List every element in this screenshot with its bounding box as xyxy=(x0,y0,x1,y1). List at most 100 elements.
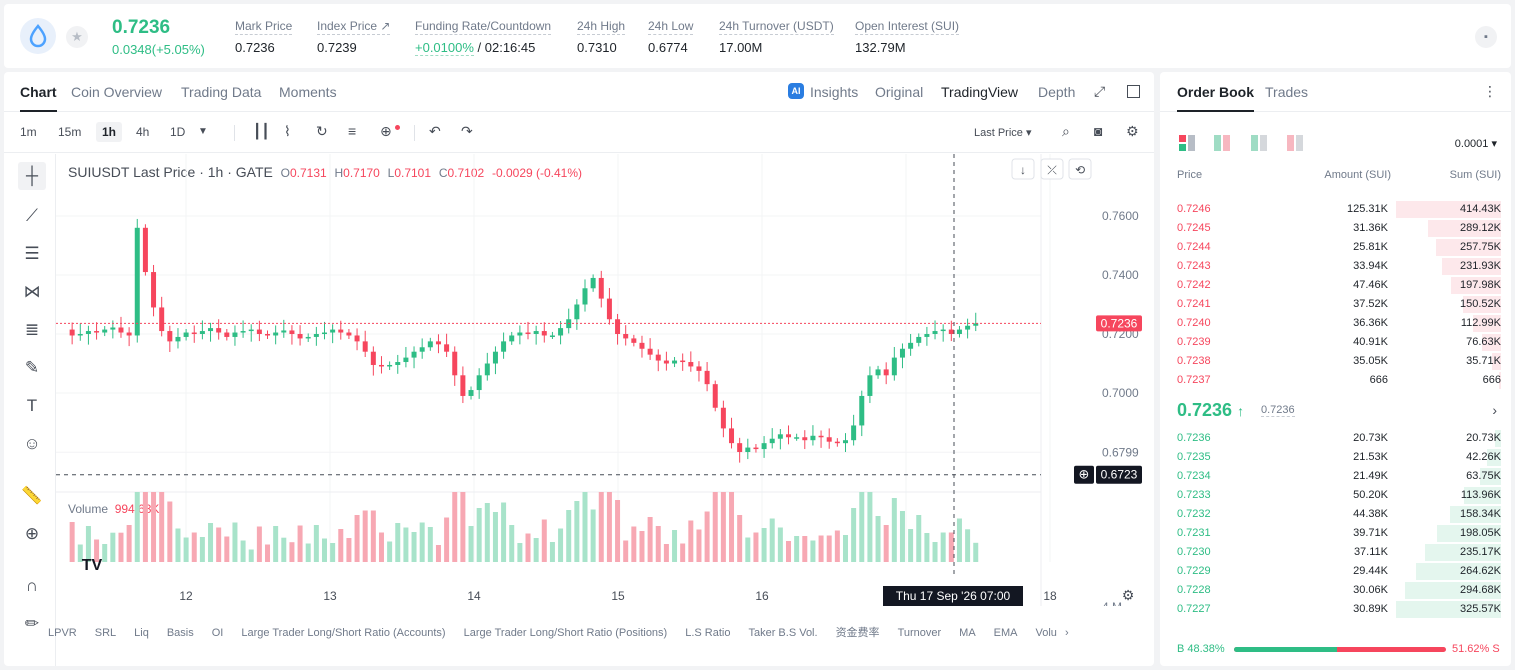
timeframe-1h[interactable]: 1h xyxy=(96,122,123,142)
tab-order-book[interactable]: Order Book xyxy=(1177,84,1255,112)
indicator-srl[interactable]: SRL xyxy=(94,627,117,639)
order-book-row[interactable]: 0.7239 40.91K 76.63K xyxy=(1160,333,1511,352)
layout-asks-icon[interactable] xyxy=(1287,135,1303,156)
indicator-ls-ratio[interactable]: L.S Ratio xyxy=(685,627,731,639)
search-icon[interactable]: ⌕ xyxy=(1062,123,1070,139)
favorite-star-icon[interactable]: ★ xyxy=(66,26,88,48)
row-amount: 50.20K xyxy=(1353,489,1388,501)
order-book-row[interactable]: 0.7232 44.38K 158.34K xyxy=(1160,505,1511,524)
book-icon[interactable]: ▪ xyxy=(1475,26,1497,48)
index-price-stat[interactable]: Index Price ↗ 0.7239 xyxy=(317,19,391,55)
replay-icon[interactable]: ↻ xyxy=(316,123,328,139)
order-book-row[interactable]: 0.7228 30.06K 294.68K xyxy=(1160,581,1511,600)
indicator-basis[interactable]: Basis xyxy=(166,627,194,639)
indicator-ma[interactable]: MA xyxy=(959,627,976,639)
chevron-down-icon[interactable]: ▼ xyxy=(198,126,208,137)
fib-icon[interactable]: ≣ xyxy=(24,320,40,339)
timeframe-1d[interactable]: 1D xyxy=(170,125,186,139)
ruler-icon[interactable]: 📏 xyxy=(21,486,43,505)
order-book-row[interactable]: 0.7237 666 666 xyxy=(1160,371,1511,390)
order-book-row[interactable]: 0.7233 50.20K 113.96K xyxy=(1160,486,1511,505)
precision-select[interactable]: 0.0001 ▾ xyxy=(1454,138,1497,150)
templates-icon[interactable]: ≡ xyxy=(348,123,357,139)
candle-type-icon[interactable]: ┃┃ xyxy=(253,123,270,139)
camera-icon[interactable]: ◙ xyxy=(1094,123,1103,139)
order-book-row[interactable]: 0.7238 35.05K 35.71K xyxy=(1160,352,1511,371)
timeframe-1m[interactable]: 1m xyxy=(20,125,37,139)
trendline-icon[interactable]: ⟋ xyxy=(26,206,38,225)
undo-icon[interactable]: ↶ xyxy=(429,123,441,139)
expand-icon[interactable]: ⤢ xyxy=(1094,83,1106,99)
tab-depth[interactable]: Depth xyxy=(1038,84,1076,100)
order-book-row[interactable]: 0.7236 20.73K 20.73K xyxy=(1160,429,1511,448)
tab-trades[interactable]: Trades xyxy=(1265,84,1309,100)
more-icon[interactable]: ⋮ xyxy=(1483,83,1497,99)
order-book-row[interactable]: 0.7242 47.46K 197.98K xyxy=(1160,276,1511,295)
tab-moments[interactable]: Moments xyxy=(279,84,337,100)
chart-control-icon: ⟲ xyxy=(1075,163,1085,177)
pencil-lock-icon[interactable]: ✏ xyxy=(24,614,40,633)
indicator-ls-positions[interactable]: Large Trader Long/Short Ratio (Positions… xyxy=(463,627,668,639)
candle-body xyxy=(110,327,116,330)
timeframe-15m[interactable]: 15m xyxy=(58,125,82,139)
emoji-icon[interactable]: ☺ xyxy=(23,434,41,453)
window-icon[interactable] xyxy=(1127,85,1140,98)
row-price: 0.7229 xyxy=(1177,565,1211,577)
add-alert-icon[interactable]: ⊕ xyxy=(380,123,392,139)
candle-body xyxy=(582,288,588,305)
divider xyxy=(234,125,235,141)
indicator-lpvr[interactable]: LPVR xyxy=(48,627,77,639)
indicator-volume[interactable]: Volu xyxy=(1035,627,1057,639)
parallel-lines-icon[interactable]: ☰ xyxy=(24,244,40,263)
indicators-icon[interactable]: ⌇ xyxy=(284,123,291,139)
tab-insights[interactable]: Insights xyxy=(810,84,859,100)
text-icon[interactable]: T xyxy=(26,396,38,415)
chevron-right-icon[interactable]: › xyxy=(1064,627,1069,639)
order-book-row[interactable]: 0.7229 29.44K 264.62K xyxy=(1160,562,1511,581)
timeframe-4h[interactable]: 4h xyxy=(136,125,150,139)
tab-coin-overview[interactable]: Coin Overview xyxy=(71,84,163,100)
order-book-row[interactable]: 0.7240 36.36K 112.99K xyxy=(1160,314,1511,333)
indicator-turnover[interactable]: Turnover xyxy=(897,627,942,639)
layout-split-icon[interactable] xyxy=(1214,135,1230,156)
tab-trading-data[interactable]: Trading Data xyxy=(181,84,262,100)
volume-bar xyxy=(940,532,946,562)
order-book-row[interactable]: 0.7230 37.11K 235.17K xyxy=(1160,543,1511,562)
pattern-icon[interactable]: ⋈ xyxy=(23,282,41,301)
order-book-row[interactable]: 0.7244 25.81K 257.75K xyxy=(1160,238,1511,257)
indicator-ls-accounts[interactable]: Large Trader Long/Short Ratio (Accounts) xyxy=(241,627,446,639)
magnet-icon[interactable]: ∩ xyxy=(25,576,39,595)
last-price-select[interactable]: Last Price ▾ xyxy=(974,127,1032,139)
redo-icon[interactable]: ↷ xyxy=(461,123,473,139)
indicator-oi[interactable]: OI xyxy=(211,627,224,639)
indicator-taker-vol[interactable]: Taker B.S Vol. xyxy=(748,627,818,639)
order-book-row[interactable]: 0.7234 21.49K 63.75K xyxy=(1160,467,1511,486)
layout-both-icon[interactable] xyxy=(1179,135,1195,156)
price-tick-label: 0.6799 xyxy=(1102,445,1139,459)
order-book-row[interactable]: 0.7241 37.52K 150.52K xyxy=(1160,295,1511,314)
candle-body xyxy=(525,332,531,335)
order-book-row[interactable]: 0.7235 21.53K 42.26K xyxy=(1160,448,1511,467)
indicator-liq[interactable]: Liq xyxy=(134,627,149,639)
order-book-row[interactable]: 0.7243 33.94K 231.93K xyxy=(1160,257,1511,276)
order-book-row[interactable]: 0.7227 30.89K 325.57K xyxy=(1160,600,1511,619)
gear-icon[interactable]: ⚙ xyxy=(1126,123,1139,139)
row-sum: 264.62K xyxy=(1460,565,1501,577)
zoom-in-icon[interactable]: ⊕ xyxy=(24,524,40,543)
order-book-row[interactable]: 0.7245 31.36K 289.12K xyxy=(1160,219,1511,238)
chevron-right-icon[interactable]: › xyxy=(1492,402,1497,418)
volume-bar xyxy=(566,510,572,562)
layout-bids-icon[interactable] xyxy=(1251,135,1267,156)
volume-bar xyxy=(891,498,897,562)
indicator-funding[interactable]: 资金费率 xyxy=(835,627,880,639)
tab-chart[interactable]: Chart xyxy=(20,84,57,112)
indicator-ema[interactable]: EMA xyxy=(993,627,1018,639)
row-price: 0.7240 xyxy=(1177,317,1211,329)
tab-tradingview[interactable]: TradingView xyxy=(941,84,1019,100)
crosshair-icon[interactable]: ┼ xyxy=(18,162,46,190)
order-book-row[interactable]: 0.7246 125.31K 414.43K xyxy=(1160,200,1511,219)
order-book-row[interactable]: 0.7231 39.71K 198.05K xyxy=(1160,524,1511,543)
tab-original[interactable]: Original xyxy=(875,84,924,100)
brush-icon[interactable]: ✎ xyxy=(24,358,40,377)
